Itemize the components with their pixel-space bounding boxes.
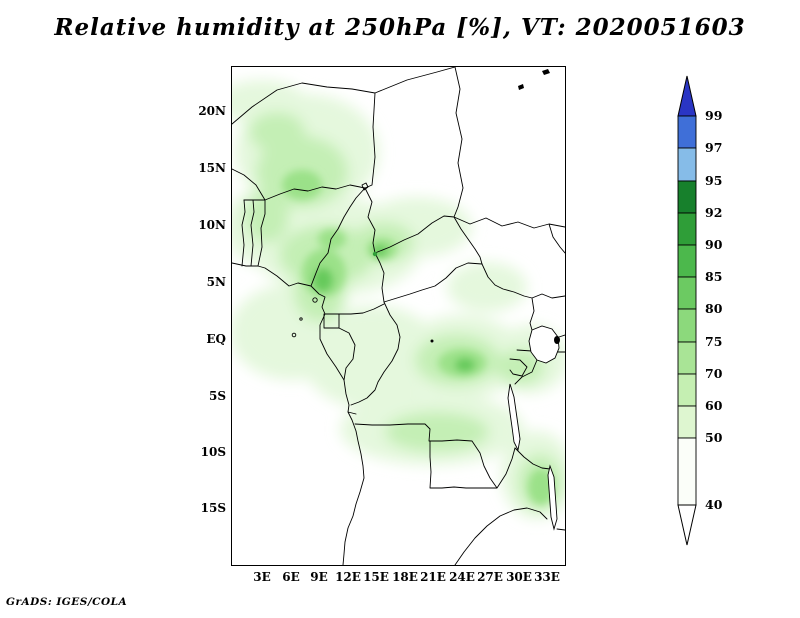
islands	[291, 297, 318, 338]
bioko-island	[312, 297, 318, 303]
lon-tick-label: 27E	[477, 570, 503, 584]
lat-tick-label: EQ	[206, 332, 226, 346]
colorbar-segment	[677, 373, 697, 407]
colorbar-arrow-bottom-icon	[677, 504, 697, 546]
colorbar-tick-label: 99	[705, 108, 723, 123]
colorbar-segment	[677, 147, 697, 182]
lat-tick-label: 5S	[208, 389, 226, 403]
colorbar-segment	[677, 276, 697, 310]
colorbar-tick-label: 75	[705, 334, 723, 349]
country-borders	[232, 67, 565, 565]
lake-malawi	[547, 464, 558, 531]
colorbar-segment	[677, 212, 697, 246]
map-svg	[232, 67, 565, 565]
colorbar-segment	[677, 244, 697, 278]
lat-tick-label: 15N	[198, 161, 226, 175]
colorbar-arrow-top-icon	[677, 75, 697, 117]
lakes	[507, 325, 560, 531]
lon-tick-label: 6E	[282, 570, 300, 584]
colorbar-tick-label: 70	[705, 366, 723, 381]
lat-tick-label: 15S	[200, 501, 226, 515]
humidity-shading	[232, 80, 565, 519]
colorbar-tick-label: 97	[705, 140, 723, 155]
colorbar-tick-label: 60	[705, 398, 723, 413]
colorbar-tick-label: 40	[705, 497, 723, 512]
lat-tick-label: 10S	[200, 445, 226, 459]
colorbar-tick-label: 90	[705, 237, 723, 252]
colorbar-tick-label: 50	[705, 430, 723, 445]
humidity-shading-cores	[282, 170, 554, 505]
colorbar-segment	[677, 437, 697, 506]
colorbar-tick-label: 80	[705, 301, 723, 316]
colorbar-tick-label: 85	[705, 269, 723, 284]
lon-tick-label: 3E	[253, 570, 271, 584]
principe-island	[299, 317, 303, 321]
lon-tick-label: 24E	[449, 570, 475, 584]
credit-text: GrADS: IGES/COLA	[6, 596, 128, 608]
colorbar-tick-label: 92	[705, 205, 723, 220]
page-title: Relative humidity at 250hPa [%], VT: 202…	[54, 14, 746, 41]
lon-tick-label: 21E	[420, 570, 446, 584]
lon-tick-label: 30E	[506, 570, 532, 584]
colorbar-segment	[677, 405, 697, 439]
colorbar-tick-label: 95	[705, 173, 723, 188]
lon-tick-label: 12E	[335, 570, 361, 584]
colorbar-segment	[677, 115, 697, 149]
lake-victoria	[528, 325, 560, 364]
small-dark-features	[372, 69, 560, 344]
lon-tick-label: 18E	[392, 570, 418, 584]
lon-tick-label: 33E	[534, 570, 560, 584]
colorbar	[677, 75, 697, 546]
colorbar-segment	[677, 180, 697, 214]
lat-tick-label: 10N	[198, 218, 226, 232]
lake-tanganyika	[507, 383, 521, 452]
map-frame	[231, 66, 566, 566]
lon-tick-label: 15E	[363, 570, 389, 584]
colorbar-segment	[677, 308, 697, 343]
colorbar-segment	[677, 341, 697, 375]
lat-tick-label: 20N	[198, 104, 226, 118]
lon-tick-label: 9E	[310, 570, 328, 584]
lat-tick-label: 5N	[206, 275, 226, 289]
sao-tome-island	[291, 332, 297, 338]
